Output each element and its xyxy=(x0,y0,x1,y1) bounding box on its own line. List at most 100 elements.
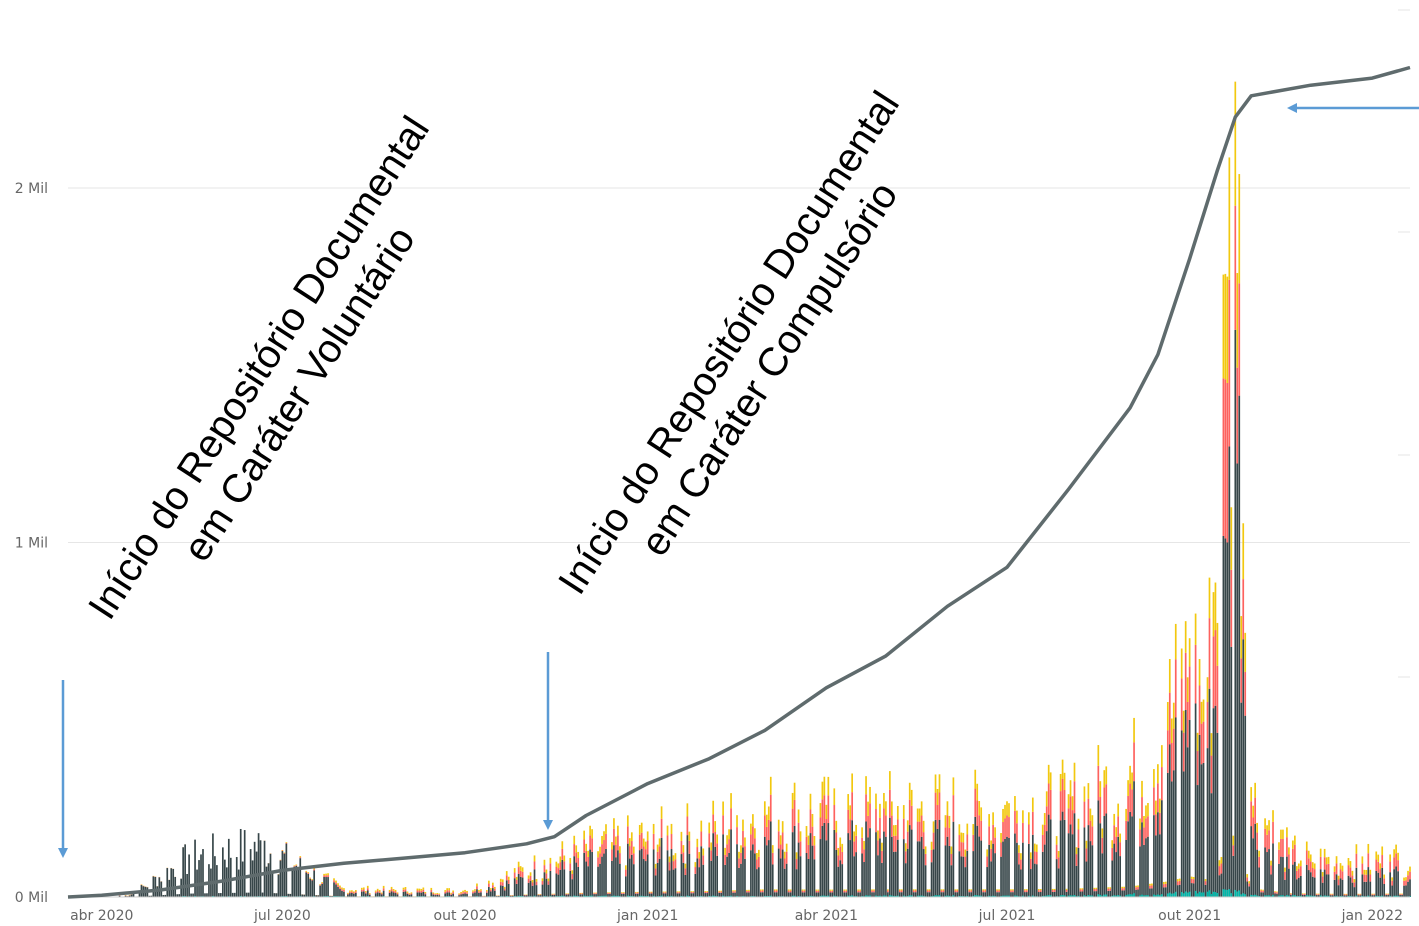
bar-segment xyxy=(1029,869,1032,897)
bar-segment xyxy=(571,870,574,874)
bar-segment-teal xyxy=(640,895,643,897)
bar-segment xyxy=(392,890,395,893)
bar-segment xyxy=(916,808,919,822)
bar-segment-teal xyxy=(1313,895,1316,897)
bar-segment xyxy=(202,849,204,897)
bar-segment xyxy=(1327,863,1330,875)
bar-segment xyxy=(1047,764,1050,784)
bar-segment xyxy=(1268,830,1270,850)
bar-segment xyxy=(1111,847,1114,861)
bar-segment xyxy=(726,844,728,857)
bar-segment xyxy=(946,801,949,816)
bar-segment xyxy=(605,848,607,897)
bar-segment xyxy=(557,874,560,897)
bar-segment xyxy=(1170,781,1173,897)
bar-segment xyxy=(380,894,383,897)
bar-segment xyxy=(317,895,319,897)
bar-segment xyxy=(422,891,425,897)
bar-segment xyxy=(396,893,399,895)
bar-segment xyxy=(1014,796,1016,811)
bar-segment xyxy=(902,805,905,819)
bar-segment xyxy=(1180,730,1183,897)
bar-segment xyxy=(563,869,566,897)
bar-segment xyxy=(599,846,601,854)
bar-segment xyxy=(978,836,981,897)
bar-segment xyxy=(499,878,502,882)
bar-segment xyxy=(910,805,913,830)
bar-segment xyxy=(1061,811,1064,897)
bar-segment xyxy=(869,828,871,897)
bar-segment xyxy=(819,803,822,818)
bar-segment-teal xyxy=(1210,893,1213,897)
bar-segment xyxy=(623,892,625,894)
bar-segment xyxy=(1123,888,1125,891)
bar-segment xyxy=(869,803,871,829)
bar-segment xyxy=(660,806,663,819)
bar-segment-teal xyxy=(922,895,925,897)
bar-segment xyxy=(1204,884,1207,897)
bar-segment xyxy=(761,892,764,897)
bar-segment xyxy=(708,847,711,897)
bar-segment xyxy=(1039,892,1042,897)
bar-segment xyxy=(930,849,933,863)
bar-segment xyxy=(1240,702,1243,897)
bar-segment-teal xyxy=(1182,893,1185,897)
bar-segment xyxy=(593,893,595,895)
bar-segment xyxy=(1222,378,1225,536)
bar-segment xyxy=(668,870,671,897)
bar-segment xyxy=(1278,863,1280,897)
bar-segment xyxy=(817,892,820,897)
bar-segment xyxy=(1210,793,1213,897)
bar-segment xyxy=(1297,863,1300,869)
bar-segment xyxy=(841,864,844,897)
bar-segment xyxy=(632,864,635,897)
bar-segment xyxy=(1240,658,1243,703)
bar-segment xyxy=(1099,823,1102,897)
bar-segment-teal xyxy=(1077,895,1080,897)
bar-segment xyxy=(198,860,200,897)
bar-segment xyxy=(331,895,333,897)
bar-segment xyxy=(1294,844,1296,862)
bar-segment-teal xyxy=(611,895,613,897)
bar-segment xyxy=(1157,764,1159,784)
bar-segment xyxy=(341,887,343,890)
bar-segment xyxy=(787,890,790,893)
bar-segment xyxy=(1055,859,1058,897)
bar-segment-teal xyxy=(1174,891,1177,897)
bar-segment xyxy=(541,881,544,885)
bar-segment-teal xyxy=(869,895,871,897)
bar-segment xyxy=(293,866,296,867)
bar-segment xyxy=(1012,892,1014,897)
bar-segment xyxy=(402,887,405,890)
bar-segment xyxy=(801,892,804,897)
bar-segment-teal xyxy=(1280,895,1282,897)
bar-segment xyxy=(366,888,369,891)
bar-segment xyxy=(904,843,907,852)
bar-segment xyxy=(243,830,246,897)
bar-segment-teal xyxy=(932,895,935,897)
bar-segment xyxy=(1151,883,1153,886)
bar-segment xyxy=(1145,805,1147,819)
bar-segment xyxy=(1200,764,1203,897)
bar-segment xyxy=(1121,888,1123,891)
bar-segment xyxy=(1182,732,1185,772)
bar-segment xyxy=(607,893,609,897)
bar-segment xyxy=(765,826,768,846)
bar-segment xyxy=(589,835,591,850)
bar-segment-teal xyxy=(670,895,673,897)
bar-segment xyxy=(1280,838,1282,857)
bar-segment xyxy=(1389,854,1391,862)
bar-segment xyxy=(490,888,492,890)
bar-segment xyxy=(1065,888,1068,890)
bar-segment xyxy=(225,867,228,897)
bar-segment-teal xyxy=(1006,895,1008,897)
bar-segment xyxy=(841,843,844,852)
bar-segment xyxy=(660,837,663,897)
bar-segment xyxy=(1147,803,1149,817)
bar-segment xyxy=(184,844,186,897)
x-tick-label: jul 2021 xyxy=(978,908,1036,924)
bar-segment xyxy=(448,888,451,891)
bar-segment xyxy=(1089,841,1092,897)
bar-segment xyxy=(873,890,875,893)
bar-segment xyxy=(267,863,270,897)
